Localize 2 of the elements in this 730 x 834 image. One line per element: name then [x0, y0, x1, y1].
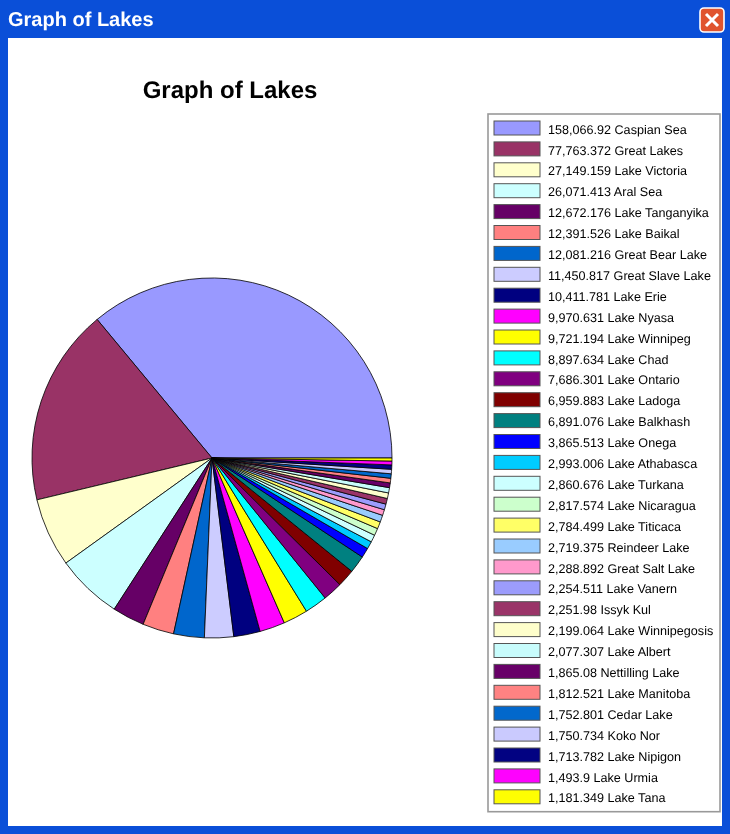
- chart-title: Graph of Lakes: [142, 76, 319, 104]
- text: Graph of Lakes: [8, 10, 155, 32]
